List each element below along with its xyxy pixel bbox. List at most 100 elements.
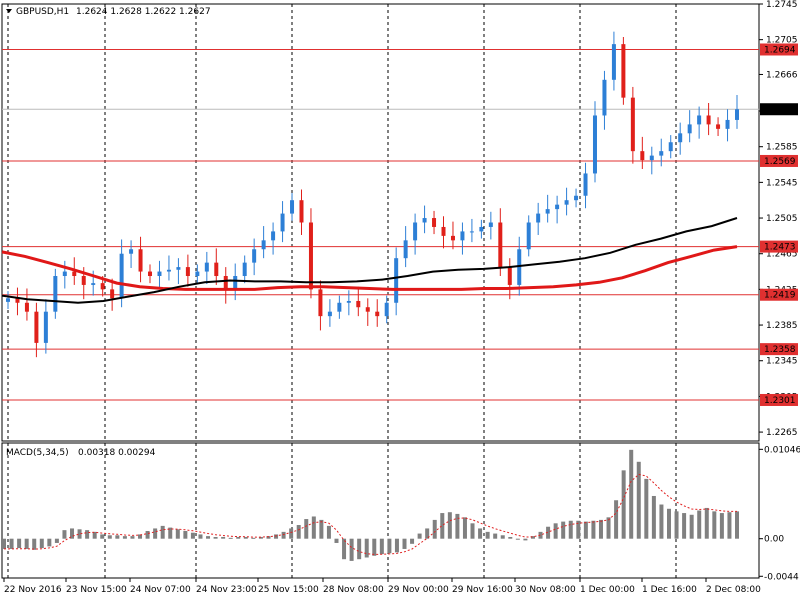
- candle[interactable]: [479, 226, 484, 232]
- candle[interactable]: [432, 218, 437, 227]
- candle[interactable]: [375, 311, 380, 317]
- candle[interactable]: [271, 231, 276, 241]
- candle[interactable]: [394, 258, 399, 303]
- candle[interactable]: [119, 253, 124, 299]
- candle[interactable]: [129, 249, 134, 254]
- macd-histogram-bar: [70, 528, 75, 539]
- candle[interactable]: [706, 115, 711, 125]
- candle[interactable]: [488, 222, 493, 227]
- candle[interactable]: [611, 44, 616, 80]
- candle[interactable]: [176, 267, 181, 270]
- macd-histogram-bar: [425, 528, 430, 539]
- candle[interactable]: [308, 222, 313, 290]
- candle[interactable]: [252, 249, 257, 263]
- time-label: 28 Nov 08:00: [323, 585, 384, 595]
- candle[interactable]: [318, 289, 323, 317]
- candle[interactable]: [356, 300, 361, 308]
- moving-average-fast-line: [1, 245, 738, 291]
- candle[interactable]: [602, 79, 607, 116]
- candle[interactable]: [327, 311, 332, 317]
- macd-histogram-bar: [258, 536, 263, 539]
- candle[interactable]: [72, 271, 77, 277]
- candle[interactable]: [697, 115, 702, 125]
- macd-histogram-bar: [85, 530, 90, 539]
- candle[interactable]: [460, 231, 465, 241]
- macd-histogram-bar: [704, 507, 709, 539]
- time-label: 22 Nov 2016: [4, 585, 62, 595]
- candle[interactable]: [138, 249, 143, 272]
- candle[interactable]: [214, 262, 219, 277]
- candle[interactable]: [564, 200, 569, 205]
- candle[interactable]: [280, 213, 285, 232]
- candle[interactable]: [536, 213, 541, 223]
- macd-histogram-bar: [349, 538, 354, 561]
- macd-histogram-bar: [629, 449, 634, 539]
- candle[interactable]: [716, 124, 721, 129]
- candle[interactable]: [649, 155, 654, 161]
- candle[interactable]: [34, 311, 39, 343]
- candle[interactable]: [413, 222, 418, 241]
- candle[interactable]: [621, 44, 626, 98]
- candle[interactable]: [100, 283, 105, 290]
- dropdown-triangle-icon[interactable]: [6, 9, 12, 13]
- candle[interactable]: [53, 276, 58, 312]
- candle[interactable]: [555, 204, 560, 210]
- candle[interactable]: [384, 302, 389, 317]
- candle[interactable]: [24, 302, 29, 312]
- candle[interactable]: [469, 231, 474, 233]
- candle[interactable]: [15, 298, 20, 303]
- candle[interactable]: [91, 283, 96, 285]
- candle[interactable]: [290, 200, 295, 214]
- candle[interactable]: [583, 173, 588, 196]
- candle[interactable]: [441, 226, 446, 236]
- candle[interactable]: [223, 276, 228, 290]
- candle[interactable]: [166, 269, 171, 272]
- candle[interactable]: [640, 151, 645, 161]
- candle[interactable]: [110, 289, 115, 299]
- candle[interactable]: [242, 262, 247, 277]
- candle[interactable]: [233, 276, 238, 290]
- candle[interactable]: [204, 262, 209, 272]
- candle[interactable]: [148, 271, 153, 277]
- candle[interactable]: [157, 271, 162, 277]
- candle[interactable]: [261, 240, 266, 250]
- level-badge: [760, 240, 798, 253]
- candle[interactable]: [365, 307, 370, 312]
- candle[interactable]: [668, 142, 673, 152]
- macd-histogram-bar: [432, 519, 437, 539]
- macd-histogram-bar: [561, 521, 566, 539]
- candle[interactable]: [6, 298, 10, 302]
- candle[interactable]: [337, 302, 342, 312]
- candle[interactable]: [422, 218, 427, 223]
- candle[interactable]: [687, 124, 692, 134]
- candle[interactable]: [507, 267, 512, 285]
- candle[interactable]: [62, 271, 67, 277]
- candle[interactable]: [346, 300, 351, 303]
- macd-histogram-bar: [462, 517, 467, 539]
- candle[interactable]: [403, 240, 408, 259]
- candle[interactable]: [185, 267, 190, 277]
- candle[interactable]: [195, 271, 200, 277]
- candle[interactable]: [498, 222, 503, 268]
- candle[interactable]: [735, 109, 739, 120]
- macd-histogram-bar: [402, 538, 407, 549]
- macd-histogram-bar: [493, 533, 498, 539]
- candle[interactable]: [574, 195, 579, 201]
- price-tick-label: 1.2265: [766, 428, 798, 438]
- candle[interactable]: [517, 249, 522, 285]
- candle[interactable]: [450, 235, 455, 241]
- candle[interactable]: [545, 209, 550, 214]
- macd-histogram-bar: [598, 519, 603, 539]
- candle[interactable]: [81, 276, 86, 285]
- level-label: 1.2694: [764, 45, 796, 55]
- candle[interactable]: [678, 133, 683, 143]
- candle[interactable]: [725, 119, 730, 129]
- candle[interactable]: [526, 222, 531, 250]
- price-tick-label: 1.2385: [766, 321, 798, 331]
- candle[interactable]: [299, 200, 304, 223]
- candle[interactable]: [592, 115, 597, 174]
- candle[interactable]: [630, 97, 635, 152]
- candle[interactable]: [659, 151, 664, 156]
- candle[interactable]: [43, 311, 48, 343]
